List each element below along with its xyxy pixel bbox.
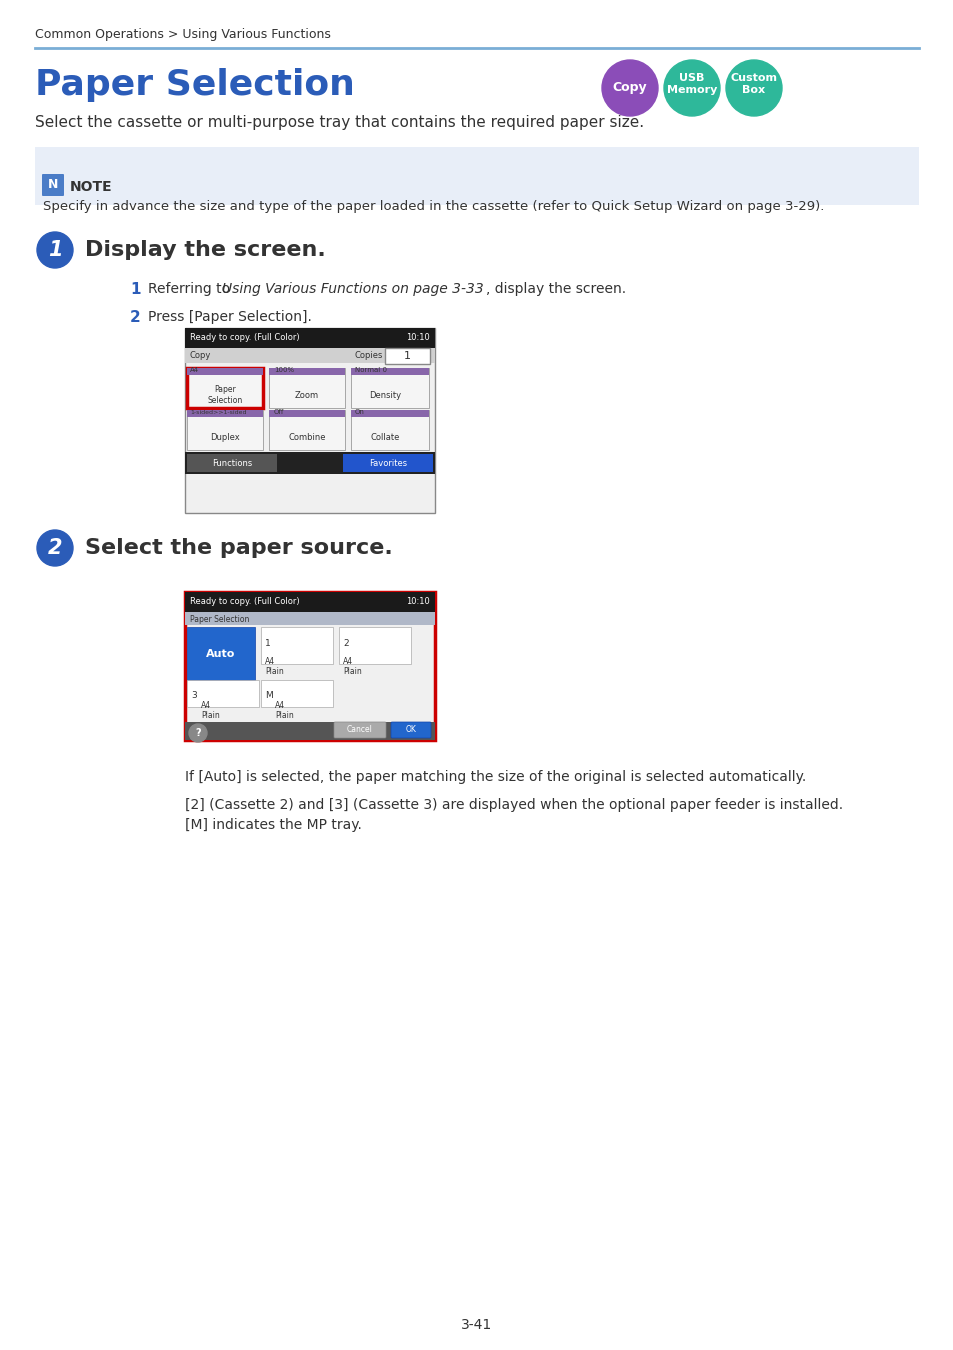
Text: Duplex: Duplex — [210, 432, 239, 441]
FancyBboxPatch shape — [185, 328, 435, 348]
Text: Copy: Copy — [612, 81, 647, 95]
FancyBboxPatch shape — [391, 722, 431, 738]
Text: A4
Plain: A4 Plain — [201, 701, 219, 721]
Text: Ready to copy. (Full Color): Ready to copy. (Full Color) — [190, 598, 299, 606]
Text: 1: 1 — [48, 240, 62, 261]
Text: Off: Off — [274, 409, 284, 414]
Text: 2: 2 — [130, 310, 141, 325]
FancyBboxPatch shape — [269, 410, 345, 417]
Text: 1: 1 — [403, 351, 410, 360]
Text: Copy: Copy — [190, 351, 212, 360]
Text: OK: OK — [405, 725, 416, 734]
Text: Collate: Collate — [370, 432, 399, 441]
FancyBboxPatch shape — [269, 369, 345, 408]
Text: A4
Plain: A4 Plain — [274, 701, 294, 721]
Text: Paper Selection: Paper Selection — [35, 68, 355, 103]
Text: Press [Paper Selection].: Press [Paper Selection]. — [148, 310, 312, 324]
FancyBboxPatch shape — [351, 369, 429, 375]
FancyBboxPatch shape — [187, 454, 276, 472]
Text: USB
Memory: USB Memory — [666, 73, 717, 96]
Text: 3: 3 — [191, 690, 196, 699]
FancyBboxPatch shape — [269, 410, 345, 450]
FancyBboxPatch shape — [185, 348, 435, 363]
FancyBboxPatch shape — [334, 722, 386, 738]
Text: Common Operations > Using Various Functions: Common Operations > Using Various Functi… — [35, 28, 331, 40]
Text: Copies: Copies — [355, 351, 383, 360]
FancyBboxPatch shape — [261, 626, 333, 664]
FancyBboxPatch shape — [187, 410, 263, 450]
Circle shape — [37, 531, 73, 566]
Text: Ready to copy. (Full Color): Ready to copy. (Full Color) — [190, 333, 299, 343]
Text: 1-sided>>1-sided: 1-sided>>1-sided — [190, 410, 246, 414]
Text: [2] (Cassette 2) and [3] (Cassette 3) are displayed when the optional paper feed: [2] (Cassette 2) and [3] (Cassette 3) ar… — [185, 798, 842, 811]
Text: 100%: 100% — [274, 367, 294, 373]
Text: Auto: Auto — [206, 649, 235, 659]
Text: 2: 2 — [343, 640, 348, 648]
Circle shape — [601, 59, 658, 116]
Text: 1: 1 — [130, 282, 140, 297]
FancyBboxPatch shape — [261, 680, 333, 707]
Text: Functions: Functions — [212, 459, 252, 467]
Text: Cancel: Cancel — [347, 725, 373, 734]
FancyBboxPatch shape — [385, 348, 430, 364]
Text: Custom
Box: Custom Box — [730, 73, 777, 96]
Text: Select the cassette or multi-purpose tray that contains the required paper size.: Select the cassette or multi-purpose tra… — [35, 115, 643, 130]
Circle shape — [725, 59, 781, 116]
Circle shape — [189, 724, 207, 742]
Text: Density: Density — [369, 390, 400, 400]
FancyBboxPatch shape — [185, 452, 435, 474]
Text: 2: 2 — [48, 539, 62, 558]
FancyBboxPatch shape — [351, 410, 429, 417]
FancyBboxPatch shape — [185, 593, 435, 740]
FancyBboxPatch shape — [187, 369, 263, 408]
FancyBboxPatch shape — [351, 410, 429, 450]
FancyBboxPatch shape — [351, 369, 429, 408]
Text: Paper
Selection: Paper Selection — [207, 385, 242, 405]
FancyBboxPatch shape — [185, 722, 435, 740]
Text: If [Auto] is selected, the paper matching the size of the original is selected a: If [Auto] is selected, the paper matchin… — [185, 769, 805, 784]
Text: A4: A4 — [190, 367, 199, 373]
Text: Favorites: Favorites — [369, 459, 407, 467]
FancyBboxPatch shape — [185, 612, 435, 625]
Text: Paper Selection: Paper Selection — [190, 614, 249, 624]
Text: Using Various Functions on page 3-33: Using Various Functions on page 3-33 — [222, 282, 483, 296]
Text: A4
Plain: A4 Plain — [265, 657, 283, 676]
Text: 3-41: 3-41 — [461, 1318, 492, 1332]
FancyBboxPatch shape — [269, 369, 345, 375]
Text: Combine: Combine — [288, 432, 325, 441]
FancyBboxPatch shape — [185, 593, 435, 612]
FancyBboxPatch shape — [338, 626, 411, 664]
Circle shape — [37, 232, 73, 269]
FancyBboxPatch shape — [187, 680, 258, 707]
Text: N: N — [48, 178, 58, 192]
FancyBboxPatch shape — [185, 328, 435, 513]
Text: Specify in advance the size and type of the paper loaded in the cassette (refer : Specify in advance the size and type of … — [43, 200, 823, 213]
Circle shape — [663, 59, 720, 116]
Text: ?: ? — [195, 728, 200, 738]
Text: 1: 1 — [265, 640, 271, 648]
FancyBboxPatch shape — [42, 174, 64, 196]
Text: Referring to: Referring to — [148, 282, 234, 296]
Text: NOTE: NOTE — [70, 180, 112, 194]
FancyBboxPatch shape — [187, 626, 254, 680]
Text: Display the screen.: Display the screen. — [85, 240, 325, 261]
Text: M: M — [265, 690, 273, 699]
Text: 10:10: 10:10 — [406, 333, 430, 343]
Text: On: On — [355, 409, 364, 414]
FancyBboxPatch shape — [343, 454, 433, 472]
Text: [M] indicates the MP tray.: [M] indicates the MP tray. — [185, 818, 361, 832]
FancyBboxPatch shape — [187, 410, 263, 417]
Text: 10:10: 10:10 — [406, 598, 430, 606]
Text: A4
Plain: A4 Plain — [343, 657, 361, 676]
FancyBboxPatch shape — [187, 369, 263, 375]
Text: Zoom: Zoom — [294, 390, 318, 400]
FancyBboxPatch shape — [35, 147, 918, 205]
Text: Normal 0: Normal 0 — [355, 367, 387, 373]
Text: , display the screen.: , display the screen. — [485, 282, 625, 296]
Text: Select the paper source.: Select the paper source. — [85, 539, 393, 558]
